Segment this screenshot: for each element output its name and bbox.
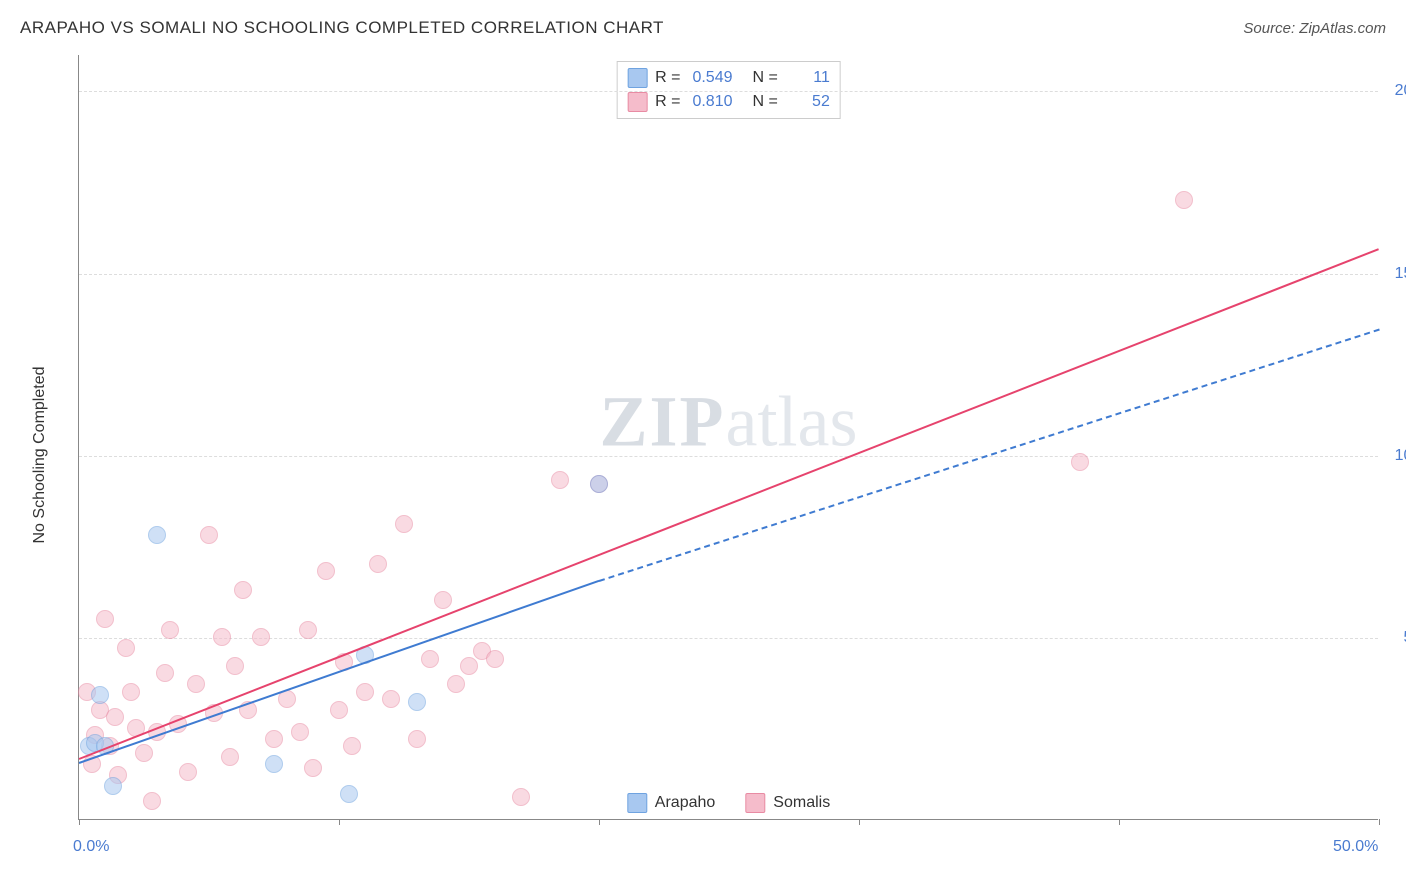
data-point [512, 788, 530, 806]
data-point [148, 526, 166, 544]
y-axis-label: No Schooling Completed [31, 367, 49, 544]
data-point [304, 759, 322, 777]
data-point [330, 701, 348, 719]
data-point [265, 755, 283, 773]
gridline [79, 456, 1378, 457]
data-point [179, 763, 197, 781]
data-point [1175, 191, 1193, 209]
n-label: N = [753, 69, 778, 87]
legend-label: Arapaho [655, 794, 716, 812]
watermark-atlas: atlas [726, 381, 858, 461]
r-value: 0.810 [689, 93, 733, 111]
data-point [187, 675, 205, 693]
data-point [122, 683, 140, 701]
legend-swatch [627, 68, 647, 88]
data-point [200, 526, 218, 544]
data-point [252, 628, 270, 646]
data-point [369, 555, 387, 573]
data-point [460, 657, 478, 675]
data-point [291, 723, 309, 741]
data-point [265, 730, 283, 748]
r-label: R = [655, 93, 680, 111]
legend-swatch [627, 92, 647, 112]
data-point [434, 591, 452, 609]
data-point [135, 744, 153, 762]
legend-row: R = 0.549 N = 11 [627, 66, 830, 90]
data-point [551, 471, 569, 489]
chart-container: No Schooling Completed ZIPatlas R =0.549… [50, 55, 1390, 855]
n-value: 52 [786, 93, 830, 111]
data-point [161, 621, 179, 639]
y-tick-label: 15.0% [1395, 265, 1406, 283]
watermark-zip: ZIP [600, 381, 726, 461]
legend-swatch [745, 793, 765, 813]
n-label: N = [753, 93, 778, 111]
x-tick [1119, 819, 1120, 825]
source-name: ZipAtlas.com [1299, 20, 1386, 37]
data-point [156, 664, 174, 682]
x-tick-label: 0.0% [73, 838, 109, 856]
data-point [340, 785, 358, 803]
legend-label: Somalis [773, 794, 830, 812]
data-point [104, 777, 122, 795]
legend-swatch [627, 793, 647, 813]
data-point [343, 737, 361, 755]
data-point [1071, 453, 1089, 471]
x-tick [599, 819, 600, 825]
legend-item: Somalis [745, 793, 830, 813]
legend-item: Arapaho [627, 793, 716, 813]
data-point [213, 628, 231, 646]
watermark: ZIPatlas [600, 380, 858, 463]
plot-area: ZIPatlas R = 0.549 N = 11 R = 0.810 N = 52 Arap… [78, 55, 1378, 820]
x-tick-label: 50.0% [1333, 838, 1378, 856]
gridline [79, 638, 1378, 639]
r-value: 0.549 [689, 69, 733, 87]
data-point [356, 683, 374, 701]
data-point [408, 693, 426, 711]
data-point [590, 475, 608, 493]
chart-header: ARAPAHO VS SOMALI NO SCHOOLING COMPLETED… [0, 0, 1406, 46]
data-point [117, 639, 135, 657]
data-point [234, 581, 252, 599]
trend-line [79, 248, 1380, 760]
x-tick [859, 819, 860, 825]
data-point [408, 730, 426, 748]
data-point [221, 748, 239, 766]
correlation-legend: R = 0.549 N = 11 R = 0.810 N = 52 [616, 61, 841, 119]
data-point [226, 657, 244, 675]
data-point [143, 792, 161, 810]
gridline [79, 274, 1378, 275]
n-value: 11 [786, 69, 830, 87]
y-tick-label: 20.0% [1395, 82, 1406, 100]
data-point [106, 708, 124, 726]
chart-title: ARAPAHO VS SOMALI NO SCHOOLING COMPLETED… [20, 18, 664, 38]
data-point [486, 650, 504, 668]
data-point [447, 675, 465, 693]
legend-row: R = 0.810 N = 52 [627, 90, 830, 114]
gridline [79, 91, 1378, 92]
r-label: R = [655, 69, 680, 87]
source-prefix: Source: [1243, 20, 1299, 37]
x-tick [79, 819, 80, 825]
data-point [382, 690, 400, 708]
series-legend: Arapaho Somalis [627, 793, 830, 813]
y-tick-label: 10.0% [1395, 447, 1406, 465]
data-point [91, 686, 109, 704]
x-tick [1379, 819, 1380, 825]
data-point [421, 650, 439, 668]
data-point [96, 610, 114, 628]
x-tick [339, 819, 340, 825]
source-attribution: Source: ZipAtlas.com [1243, 20, 1386, 37]
data-point [317, 562, 335, 580]
data-point [299, 621, 317, 639]
data-point [395, 515, 413, 533]
